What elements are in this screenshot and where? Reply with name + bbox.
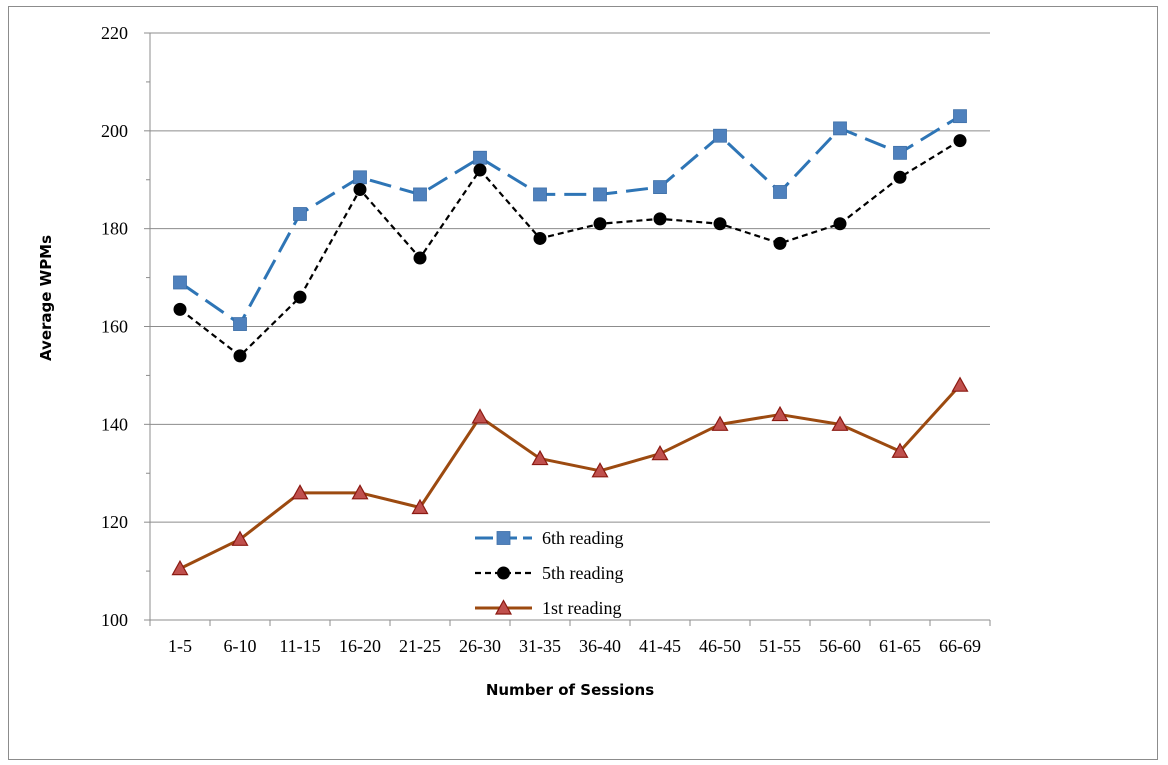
y-tick-labels: 100 120 140 160 180 200 220 (101, 23, 128, 630)
x-tick-label: 36-40 (579, 636, 621, 656)
axes (144, 32, 991, 626)
x-tick-label: 51-55 (759, 636, 801, 656)
series-1st-reading (171, 376, 969, 576)
y-tick-label: 120 (101, 512, 128, 532)
series-line-1st-reading (179, 384, 962, 570)
x-tick-label: 26-30 (459, 636, 501, 656)
series-line-5th-reading (179, 139, 961, 357)
data-point-6th-reading (413, 187, 427, 202)
series-5th-reading (173, 134, 967, 363)
data-point-1st-reading (891, 442, 909, 458)
y-tick-label: 180 (101, 219, 128, 239)
y-tick-label: 140 (101, 414, 128, 434)
legend-label-1st-reading: 1st reading (542, 598, 621, 618)
x-tick-label: 31-35 (519, 636, 561, 656)
data-point-5th-reading (473, 163, 487, 177)
y-tick-label: 220 (101, 23, 128, 43)
data-point-6th-reading (773, 185, 787, 199)
data-point-5th-reading (413, 251, 427, 265)
y-tick-label: 160 (101, 317, 128, 337)
data-point-1st-reading (411, 498, 429, 515)
x-axis-title: Number of Sessions (486, 681, 654, 699)
data-point-1st-reading (291, 484, 309, 500)
data-point-6th-reading (233, 317, 247, 331)
data-point-1st-reading (231, 530, 249, 546)
chart-frame (8, 6, 1158, 760)
data-point-6th-reading (293, 207, 307, 221)
series-6th-reading (173, 109, 967, 331)
data-point-6th-reading (893, 145, 907, 160)
x-tick-labels: 1-5 6-10 11-15 16-20 21-25 26-30 31-35 36-40 41-… (168, 636, 981, 656)
data-point-5th-reading (773, 236, 787, 250)
data-point-1st-reading (531, 449, 549, 466)
data-point-5th-reading (593, 217, 607, 231)
x-tick-label: 16-20 (339, 636, 381, 656)
legend-marker-1st-reading (494, 599, 513, 615)
legend: 6th reading 5th reading 1st reading (475, 528, 623, 618)
legend-marker-5th-reading (497, 566, 510, 580)
data-point-5th-reading (833, 217, 847, 231)
legend-marker-6th-reading (496, 531, 511, 545)
data-point-5th-reading (653, 212, 667, 226)
data-point-1st-reading (951, 376, 969, 392)
data-point-1st-reading (651, 444, 669, 461)
y-tick-label: 100 (101, 610, 128, 630)
x-tick-label: 41-45 (639, 636, 681, 656)
y-axis-title: Average WPMs (37, 235, 55, 361)
data-point-5th-reading (173, 302, 187, 316)
legend-label-5th-reading: 5th reading (542, 563, 623, 583)
data-point-1st-reading (831, 415, 849, 431)
data-point-6th-reading (473, 150, 487, 165)
data-point-6th-reading (833, 121, 847, 136)
data-point-5th-reading (713, 217, 727, 231)
x-tick-label: 1-5 (168, 636, 192, 656)
data-point-5th-reading (893, 170, 907, 184)
data-point-5th-reading (533, 231, 547, 245)
data-point-5th-reading (953, 134, 967, 148)
data-point-5th-reading (293, 290, 307, 304)
data-point-6th-reading (173, 275, 187, 290)
data-point-6th-reading (653, 180, 667, 194)
data-point-5th-reading (233, 349, 247, 363)
data-point-5th-reading (353, 183, 367, 197)
x-tick-label: 56-60 (819, 636, 861, 656)
series-layer (171, 109, 969, 576)
data-point-1st-reading (591, 462, 609, 478)
series-line-6th-reading (179, 114, 961, 326)
gridlines (150, 32, 990, 523)
data-point-1st-reading (471, 408, 489, 424)
x-tick-label: 66-69 (939, 636, 981, 656)
data-point-6th-reading (593, 187, 607, 202)
x-tick-label: 11-15 (279, 636, 320, 656)
x-tick-label: 46-50 (699, 636, 741, 656)
data-point-6th-reading (713, 128, 727, 143)
data-point-6th-reading (533, 187, 547, 202)
data-point-6th-reading (953, 109, 967, 124)
x-tick-label: 21-25 (399, 636, 441, 656)
data-point-1st-reading (351, 484, 369, 500)
data-point-1st-reading (711, 415, 729, 431)
legend-label-6th-reading: 6th reading (542, 528, 623, 548)
y-tick-label: 200 (101, 121, 128, 141)
x-tick-label: 6-10 (224, 636, 257, 656)
x-tick-label: 61-65 (879, 636, 921, 656)
data-point-1st-reading (771, 405, 789, 422)
data-point-1st-reading (171, 559, 189, 576)
data-point-6th-reading (353, 170, 367, 185)
